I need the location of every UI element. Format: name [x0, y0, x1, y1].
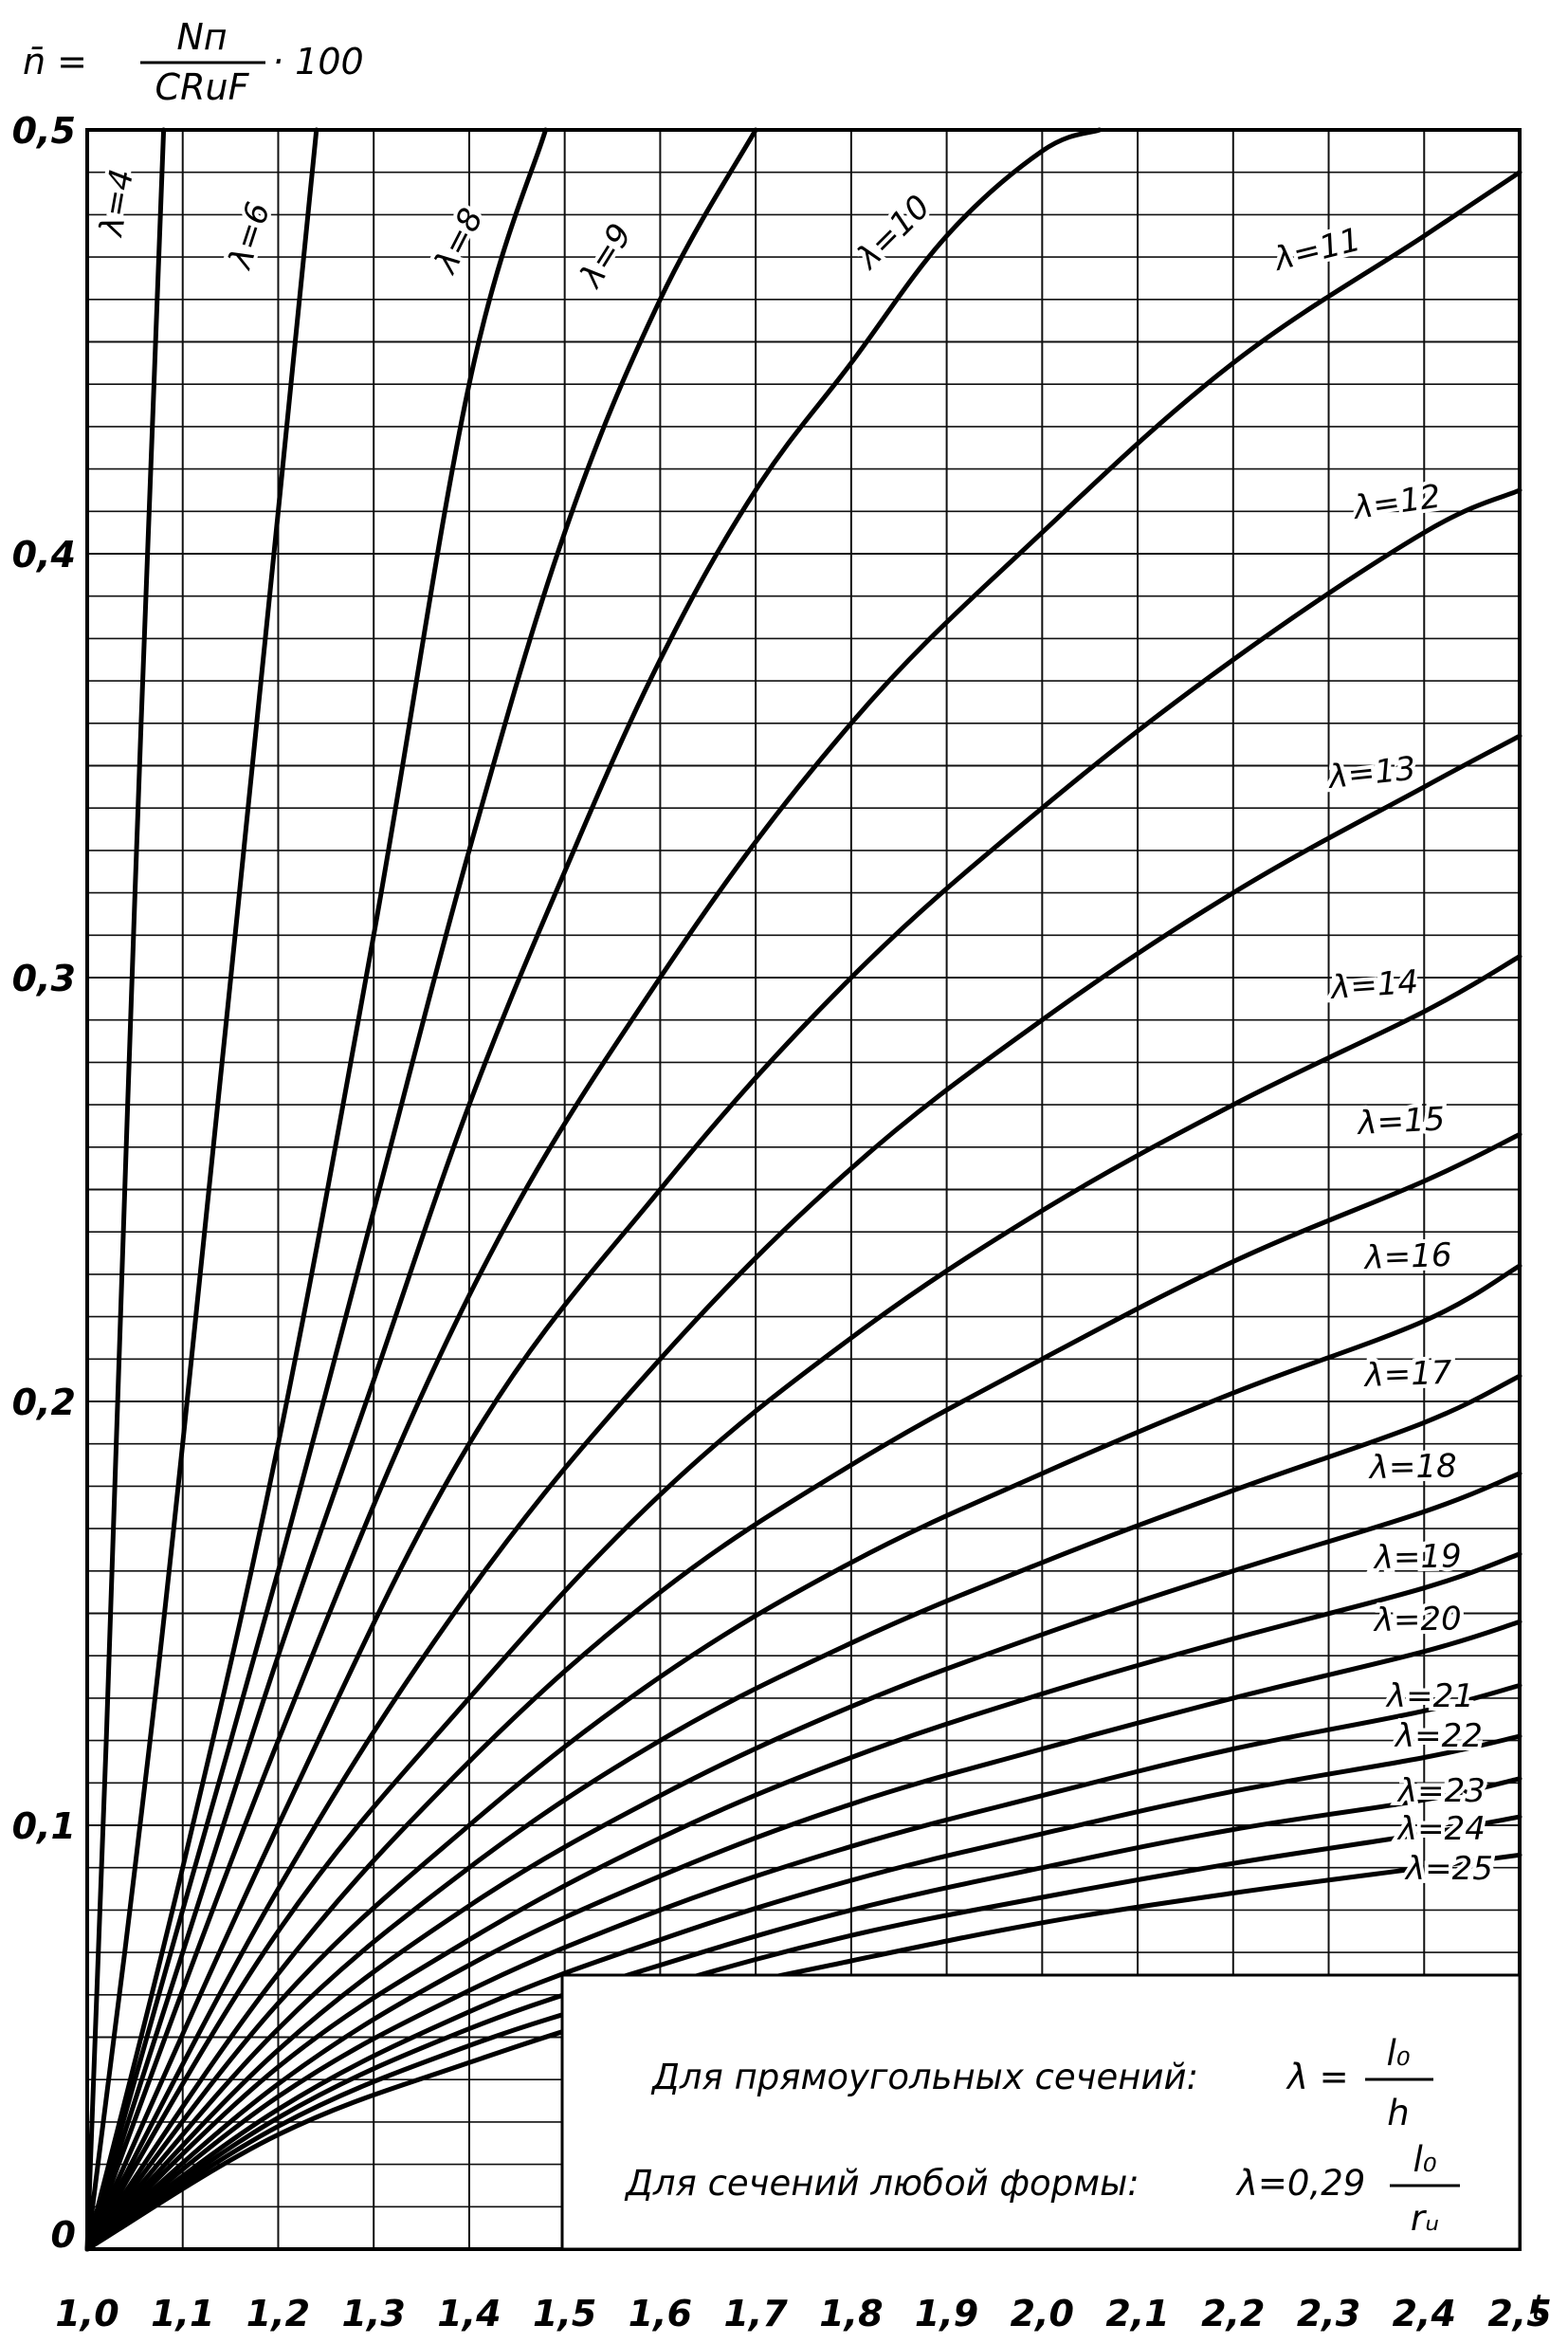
- y-tick-labels: 0 0,1 0,2 0,3 0,4 0,5: [12, 110, 76, 2256]
- x-tick-label: 2,1: [1105, 2293, 1169, 2334]
- curve-lambda-14: [84, 954, 1522, 2252]
- curve-lambda-13: [84, 733, 1522, 2252]
- x-tick-label: 2,5: [1487, 2293, 1551, 2334]
- curve-label: λ=16: [1362, 1236, 1452, 1277]
- y-formula-factor: · 100: [272, 41, 364, 82]
- x-tick-label: 2,2: [1201, 2293, 1265, 2334]
- curve-label: λ=4: [92, 166, 141, 240]
- curve-lambda-10: [84, 127, 1103, 2252]
- x-tick-label: 2,0: [1011, 2293, 1074, 2334]
- x-tick-label: 1,7: [723, 2293, 788, 2334]
- y-tick-label: 0,2: [12, 1382, 76, 1423]
- curve-label: λ=13: [1325, 750, 1418, 797]
- curve-label: λ=12: [1350, 478, 1444, 528]
- curve-lambda-8: [84, 127, 548, 2252]
- x-tick-labels: 1,0 1,1 1,2 1,3 1,4 1,5 1,6 1,7 1,8 1,9 2,0 2,1 2,2 2…: [55, 2293, 1551, 2334]
- lambda-note-box: [560, 1973, 1522, 2251]
- curve-lambda-21: [84, 1683, 1522, 2252]
- curve-label: λ=21: [1385, 1677, 1474, 1715]
- y-formula-numerator: Nп: [176, 16, 227, 58]
- curves: [84, 127, 1522, 2252]
- x-tick-label: 1,2: [246, 2293, 310, 2334]
- curve-label: λ=6: [221, 198, 278, 275]
- y-tick-label: 0,3: [12, 958, 76, 999]
- x-tick-label: 1,8: [819, 2293, 883, 2334]
- y-tick-label: 0,1: [12, 1805, 76, 1847]
- note-rect-text: Для прямоугольных сечений:: [650, 2057, 1198, 2097]
- curve-label: λ=20: [1372, 1600, 1462, 1639]
- x-tick-label: 1,5: [533, 2293, 596, 2334]
- y-formula-lhs: n̄ =: [23, 41, 87, 82]
- x-axis-label: t: [1531, 2287, 1547, 2329]
- curve-lambda-24: [84, 1814, 1522, 2252]
- y-tick-label: 0,5: [12, 110, 76, 152]
- curve-label: λ=19: [1372, 1537, 1462, 1577]
- y-formula-denominator: CRuF: [155, 66, 250, 108]
- curve-lambda-25: [84, 1852, 1522, 2252]
- note-any-text: Для сечений любой формы:: [624, 2163, 1140, 2204]
- note-any-lhs: λ=0,29: [1235, 2163, 1365, 2204]
- x-tick-label: 2,4: [1393, 2293, 1456, 2334]
- curve-label: λ=25: [1404, 1850, 1493, 1888]
- curve-label: λ=24: [1396, 1810, 1486, 1848]
- curve-label: λ=18: [1367, 1447, 1457, 1487]
- note-rect-numerator: l₀: [1386, 2033, 1410, 2074]
- x-tick-label: 1,1: [151, 2293, 214, 2334]
- curve-label: λ=15: [1355, 1100, 1446, 1143]
- curve-lambda-4: [84, 127, 167, 2252]
- curve-label: λ=11: [1269, 221, 1365, 280]
- curve-label: λ=14: [1328, 963, 1419, 1007]
- curve-label: λ=17: [1362, 1354, 1453, 1395]
- x-tick-label: 1,6: [629, 2293, 692, 2334]
- y-tick-label: 0,4: [12, 534, 76, 576]
- x-tick-label: 1,4: [437, 2293, 501, 2334]
- note-any-numerator: l₀: [1413, 2139, 1436, 2180]
- curve-lambda-23: [84, 1776, 1522, 2252]
- curve-lambda-12: [84, 487, 1522, 2252]
- curve-lambda-9: [84, 127, 758, 2252]
- curve-lambda-18: [84, 1471, 1522, 2252]
- curve-lambda-16: [84, 1263, 1522, 2252]
- note-rect-denominator: h: [1387, 2093, 1409, 2133]
- x-tick-label: 1,9: [915, 2293, 978, 2334]
- note-rect-lhs: λ =: [1285, 2057, 1349, 2097]
- curve-label: λ=23: [1396, 1772, 1486, 1810]
- curve-lambda-19: [84, 1551, 1522, 2252]
- curve-lambda-15: [84, 1131, 1522, 2252]
- x-tick-label: 1,3: [342, 2293, 406, 2334]
- x-tick-label: 2,3: [1297, 2293, 1360, 2334]
- y-axis-formula: n̄ = Nп CRuF · 100: [23, 16, 364, 108]
- note-any-denominator: rᵤ: [1411, 2198, 1439, 2239]
- x-tick-label: 1,0: [55, 2293, 119, 2334]
- curve-lambda-6: [84, 127, 319, 2252]
- curve-labels: λ=4 λ=6 λ=8 λ=9 λ=10 λ=11λ=12λ=13λ=14λ=15λ=16…: [88, 162, 1497, 1892]
- curve-lambda-11: [84, 170, 1522, 2252]
- grid: [86, 130, 1521, 2249]
- lambda-note: Для прямоугольных сечений: λ = l₀ h Для …: [560, 1973, 1522, 2251]
- curve-label: λ=22: [1394, 1717, 1483, 1755]
- curve-lambda-17: [84, 1373, 1522, 2252]
- curve-lambda-22: [84, 1733, 1522, 2252]
- curve-label: λ=9: [572, 217, 640, 295]
- curve-lambda-20: [84, 1619, 1522, 2252]
- y-tick-label: 0: [51, 2214, 76, 2256]
